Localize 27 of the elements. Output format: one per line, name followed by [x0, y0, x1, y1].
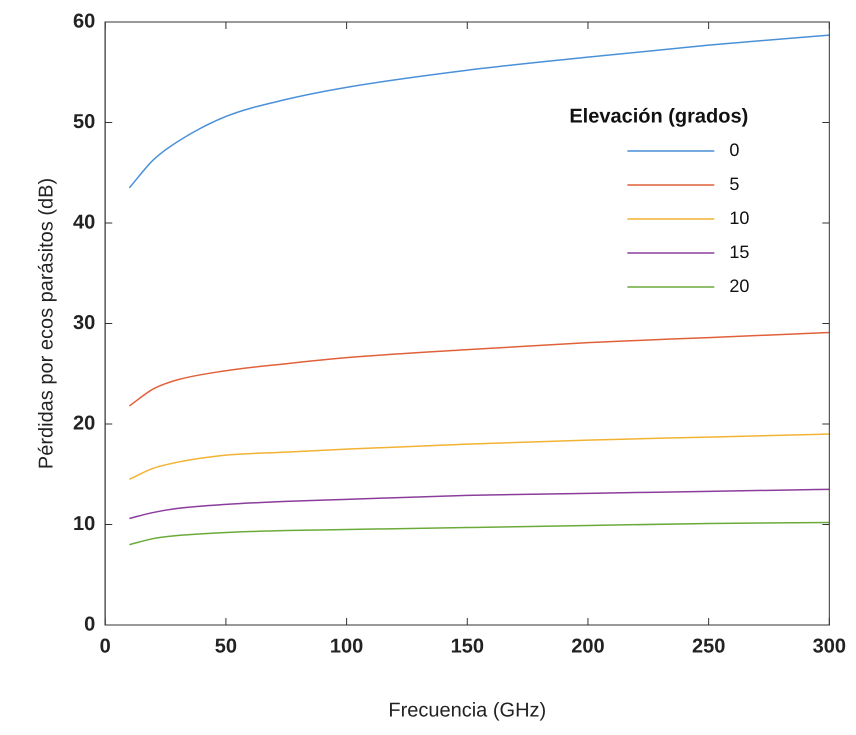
legend-label: 5 — [729, 174, 740, 194]
x-axis-title: Frecuencia (GHz) — [388, 700, 546, 722]
line-series — [128, 522, 830, 546]
line-series — [128, 433, 830, 480]
x-tick-label: 0 — [100, 636, 111, 658]
line-series — [128, 488, 830, 520]
y-axis-title: Pérdidas por ecos parásitos (dB) — [36, 178, 58, 470]
x-tick-label: 100 — [330, 636, 364, 658]
y-tick-label: 60 — [72, 10, 96, 33]
x-tick-label: 50 — [214, 636, 238, 658]
legend-label: 10 — [729, 208, 750, 228]
x-tick-label: 250 — [692, 636, 726, 658]
x-tick-label: 300 — [812, 636, 846, 658]
line-series — [128, 332, 830, 407]
y-tick-label: 40 — [72, 212, 96, 234]
legend-label: 20 — [729, 276, 750, 296]
y-tick-label: 30 — [72, 312, 96, 334]
y-tick-label: 10 — [72, 513, 96, 536]
legend-label: 15 — [729, 242, 750, 262]
y-tick-label: 50 — [72, 111, 96, 134]
legend-label: 0 — [729, 140, 740, 160]
y-tick-label: 0 — [84, 614, 96, 636]
y-tick-label: 20 — [72, 412, 96, 435]
legend-title: Elevación (grados) — [569, 106, 748, 128]
x-tick-label: 150 — [450, 636, 484, 658]
line-series — [128, 34, 830, 189]
x-tick-label: 200 — [571, 636, 605, 658]
